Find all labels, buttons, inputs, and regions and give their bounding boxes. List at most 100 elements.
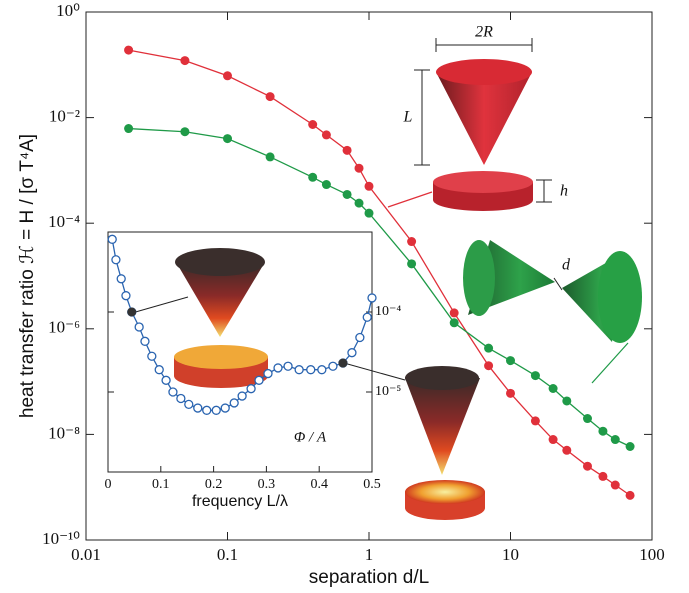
cone-top <box>405 366 479 390</box>
data-point <box>407 237 417 247</box>
data-point <box>342 189 352 199</box>
data-point <box>625 490 635 500</box>
data-point <box>548 384 558 394</box>
data-point <box>582 461 592 471</box>
data-point <box>548 435 558 445</box>
inset-annotation: Φ / A <box>294 429 327 445</box>
data-point <box>265 152 275 162</box>
data-point <box>598 471 608 481</box>
data-point <box>530 371 540 381</box>
x-tick-label: 0.1 <box>152 477 170 492</box>
data-point <box>111 255 121 265</box>
highlight-point <box>338 358 348 368</box>
data-point <box>246 384 256 394</box>
data-point <box>484 343 494 353</box>
x-tick-label: 1 <box>365 545 374 564</box>
data-point <box>283 361 293 371</box>
cone-top <box>436 59 532 85</box>
label-2r: 2R <box>475 24 493 41</box>
data-point <box>124 45 134 55</box>
y-tick-label: 10⁻¹⁰ <box>42 529 80 548</box>
data-point <box>308 172 318 182</box>
data-point <box>355 332 365 343</box>
data-point <box>180 127 190 137</box>
data-point <box>610 480 620 490</box>
cone-base <box>463 240 495 316</box>
data-point <box>317 365 327 375</box>
disk-top <box>174 345 268 369</box>
plot-frame <box>85 11 653 541</box>
data-point <box>154 365 164 375</box>
data-point <box>484 361 494 371</box>
x-tick-label: 0.2 <box>205 477 223 492</box>
data-point <box>116 274 126 284</box>
x-tick-label: 0 <box>105 477 112 492</box>
y-tick-label: 10⁻⁸ <box>48 423 80 442</box>
cone <box>436 72 532 165</box>
data-point <box>364 208 374 218</box>
cone-top <box>175 248 265 276</box>
data-point <box>140 336 150 346</box>
connector <box>591 342 629 384</box>
data-point <box>273 363 283 373</box>
x-tick-label: 10 <box>502 545 519 564</box>
connector <box>343 362 406 381</box>
data-point <box>562 396 572 406</box>
label-d: d <box>562 257 571 274</box>
data-point <box>193 403 203 413</box>
data-point <box>407 259 417 269</box>
data-point <box>610 435 620 445</box>
data-point <box>364 181 374 191</box>
data-point <box>562 445 572 455</box>
data-point <box>180 56 190 66</box>
data-point <box>220 403 230 413</box>
data-point <box>134 322 144 332</box>
data-point <box>202 405 212 415</box>
series-line <box>128 127 631 448</box>
data-point <box>254 375 264 385</box>
y-tick-label: 10⁻⁶ <box>48 318 80 337</box>
data-point <box>229 398 239 408</box>
data-point <box>625 441 635 451</box>
data-point <box>321 130 331 140</box>
data-point <box>362 312 372 322</box>
y-axis-label: heat transfer ratio ℋ = H / [σ T⁴A] <box>17 134 38 418</box>
y-tick-label: 10⁻² <box>49 107 80 126</box>
y-tick-label: 10⁻⁴ <box>48 212 80 231</box>
cone <box>405 378 480 475</box>
data-point <box>211 405 221 415</box>
highlight-point <box>127 307 137 317</box>
data-point <box>506 388 515 398</box>
data-point <box>265 92 275 102</box>
data-point <box>598 426 608 436</box>
cone-base <box>598 251 642 343</box>
data-point <box>184 399 194 410</box>
data-point <box>354 163 364 173</box>
illustrations: 2R L h d <box>387 24 642 520</box>
cone <box>176 262 265 337</box>
dim-line <box>553 277 563 291</box>
data-point <box>306 365 316 375</box>
data-point <box>223 134 232 144</box>
disk-top <box>433 171 533 193</box>
data-point <box>308 120 318 130</box>
x-tick-label: 100 <box>639 545 665 564</box>
label-l: L <box>403 109 413 126</box>
y-tick-label: 10⁻⁵ <box>375 384 401 399</box>
x-tick-label: 0.3 <box>258 477 276 492</box>
data-point <box>367 293 377 303</box>
data-point <box>354 198 364 208</box>
data-point <box>263 368 273 379</box>
data-point <box>168 387 178 397</box>
data-point <box>582 414 592 424</box>
data-point <box>124 124 134 134</box>
data-point <box>449 308 459 318</box>
data-point <box>147 351 157 361</box>
data-point <box>161 375 171 385</box>
main-plot: 0.01 0.1 1 10 100 10⁰ 10⁻² 10⁻⁴ 10⁻⁶ 10⁻⁸ 10⁻¹⁰ sep… <box>17 1 665 588</box>
data-point <box>176 393 186 404</box>
y-tick-label: 10⁻⁴ <box>375 304 401 319</box>
inset-x-label: frequency L/λ <box>192 493 288 510</box>
data-point <box>321 180 331 190</box>
data-point <box>342 145 352 155</box>
